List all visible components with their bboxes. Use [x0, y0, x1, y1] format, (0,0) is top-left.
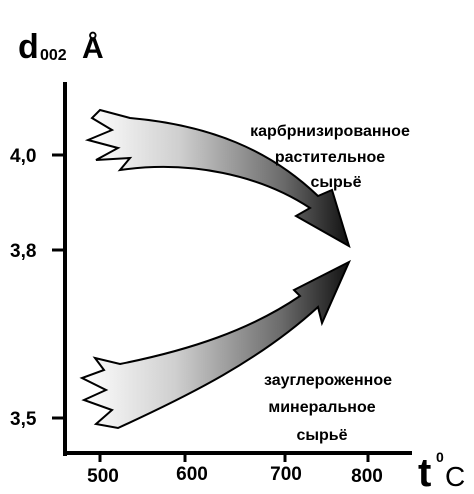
y-ticks: 4,0 3,8 3,5: [10, 146, 65, 430]
x-tick-label: 800: [351, 466, 383, 487]
arrow-label: карбрнизированное: [250, 123, 410, 140]
y-tick-label: 3,8: [10, 241, 36, 262]
x-tick-label: 600: [176, 464, 208, 485]
x-label-unit: C: [445, 461, 465, 492]
y-label-symbol: d: [18, 28, 39, 66]
y-label-subscript: 002: [40, 47, 67, 64]
y-label-unit: Å: [82, 32, 104, 65]
x-label-symbol: t: [418, 451, 431, 494]
arrow-label: сырьё: [296, 427, 347, 444]
x-label-superscript: 0: [436, 449, 444, 465]
arrow-label: зауглероженное: [264, 372, 392, 389]
y-tick-label: 3,5: [10, 409, 37, 430]
arrow-label: растительное: [275, 149, 385, 166]
x-tick-label: 500: [87, 466, 119, 487]
arrow-label: сырьё: [310, 174, 361, 191]
x-ticks: 500 600 700 800: [87, 453, 383, 487]
x-tick-label: 700: [270, 464, 302, 485]
y-tick-label: 4,0: [10, 146, 36, 167]
diagram: d 002 Å 4,0 3,8 3,5 500 600 700 800 t 0 …: [0, 0, 474, 494]
arrow-label: минеральное: [268, 399, 375, 416]
